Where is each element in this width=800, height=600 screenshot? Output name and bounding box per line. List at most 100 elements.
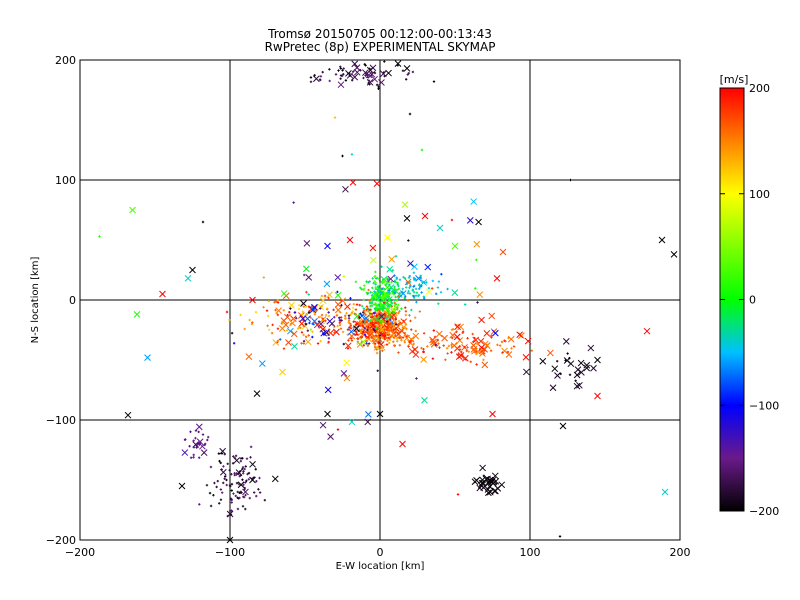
data-point-400: [376, 312, 379, 315]
x-axis-ticks: −200 −100 0 100 200: [65, 546, 691, 559]
data-point-419: [392, 323, 395, 327]
data-point-1284: [319, 75, 323, 78]
data-point-356: [397, 351, 400, 354]
colorbar-label: [m/s]: [720, 73, 749, 86]
data-point-559: [368, 301, 372, 304]
data-point-836: [455, 353, 463, 360]
data-point-1332: [325, 307, 329, 310]
data-point-883: [307, 334, 310, 337]
data-point-605: [369, 319, 372, 323]
data-point-939: [320, 304, 323, 308]
data-point-1338: [319, 421, 327, 429]
data-point-865: [356, 320, 364, 328]
data-point-1118: [249, 445, 253, 449]
data-point-1270: [309, 80, 313, 84]
data-point-866: [304, 338, 312, 346]
data-point-1336: [404, 278, 412, 286]
data-point-1130: [230, 498, 233, 502]
data-point-1398: [336, 290, 339, 294]
data-point-1360: [421, 396, 428, 404]
data-point-668: [388, 283, 391, 287]
data-point-998: [248, 318, 251, 322]
data-point-798: [547, 349, 554, 357]
data-point-970: [278, 325, 286, 332]
data-point-747: [469, 360, 472, 364]
data-point-550: [373, 290, 377, 294]
data-point-355: [368, 330, 376, 338]
data-point-1096: [252, 491, 256, 494]
x-tick-label-4: 200: [670, 546, 691, 559]
data-point-963: [288, 310, 291, 314]
data-point-1034: [327, 311, 330, 314]
data-point-1303: [568, 373, 572, 376]
data-point-1387: [343, 359, 350, 367]
data-point-1135: [230, 482, 234, 486]
data-point-636: [371, 298, 374, 301]
data-point-855: [351, 306, 355, 310]
data-point-1290: [373, 71, 377, 75]
data-point-1248: [378, 79, 385, 86]
data-point-1365: [475, 258, 478, 262]
data-point-1191: [192, 446, 196, 449]
data-point-791: [505, 351, 513, 358]
data-point-661: [386, 278, 389, 281]
data-point-712: [404, 286, 408, 289]
data-point-953: [299, 326, 302, 329]
data-point-123: [413, 316, 417, 319]
data-point-1342: [451, 289, 459, 297]
data-point-1250: [352, 70, 355, 73]
data-point-679: [431, 279, 435, 283]
data-point-870: [327, 296, 330, 300]
data-point-1142: [234, 454, 238, 458]
data-point-1403: [450, 218, 454, 222]
data-point-1157: [220, 468, 223, 471]
data-point-1425: [421, 212, 429, 220]
data-point-1453: [456, 493, 460, 496]
data-point-1312: [576, 381, 583, 389]
data-point-1061: [232, 492, 235, 495]
data-point-1103: [225, 483, 228, 487]
data-point-844: [422, 347, 425, 351]
data-point-1340: [309, 328, 312, 331]
data-point-965: [317, 326, 321, 329]
data-point-731: [455, 330, 458, 333]
data-point-924: [268, 328, 271, 331]
data-point-708: [393, 288, 397, 292]
data-point-1374: [424, 263, 432, 271]
data-point-778: [392, 344, 396, 347]
data-point-87: [344, 303, 351, 310]
data-point-1225: [491, 472, 499, 480]
data-point-86: [396, 340, 399, 343]
data-point-1323: [568, 356, 571, 360]
data-point-1222: [471, 478, 479, 486]
data-point-916: [280, 317, 288, 325]
data-point-988: [335, 314, 338, 317]
data-point-945: [300, 342, 303, 345]
data-point-498: [374, 274, 377, 278]
data-point-922: [276, 339, 280, 343]
y-tick-label-3: 100: [55, 174, 76, 187]
data-point-935: [292, 317, 295, 321]
data-point-1122: [255, 480, 258, 483]
data-point-1414: [670, 251, 678, 258]
data-point-1060: [244, 465, 247, 468]
data-point-1416: [643, 327, 651, 335]
data-point-1377: [305, 274, 313, 281]
data-point-1397: [463, 303, 467, 306]
data-point-391: [373, 343, 381, 351]
data-point-755: [456, 337, 464, 344]
data-point-1107: [226, 510, 234, 518]
data-point-813: [507, 335, 515, 343]
data-point-116: [365, 305, 369, 308]
data-point-1289: [334, 73, 338, 76]
data-point-716: [387, 291, 391, 294]
data-point-184: [349, 324, 353, 328]
data-point-520: [388, 303, 392, 306]
data-point-1039: [342, 342, 346, 346]
data-point-926: [355, 303, 359, 306]
data-point-1162: [243, 486, 247, 490]
data-point-854: [262, 306, 265, 309]
data-point-1327: [367, 288, 370, 292]
data-point-1430: [324, 410, 331, 418]
data-point-1021: [366, 308, 370, 311]
